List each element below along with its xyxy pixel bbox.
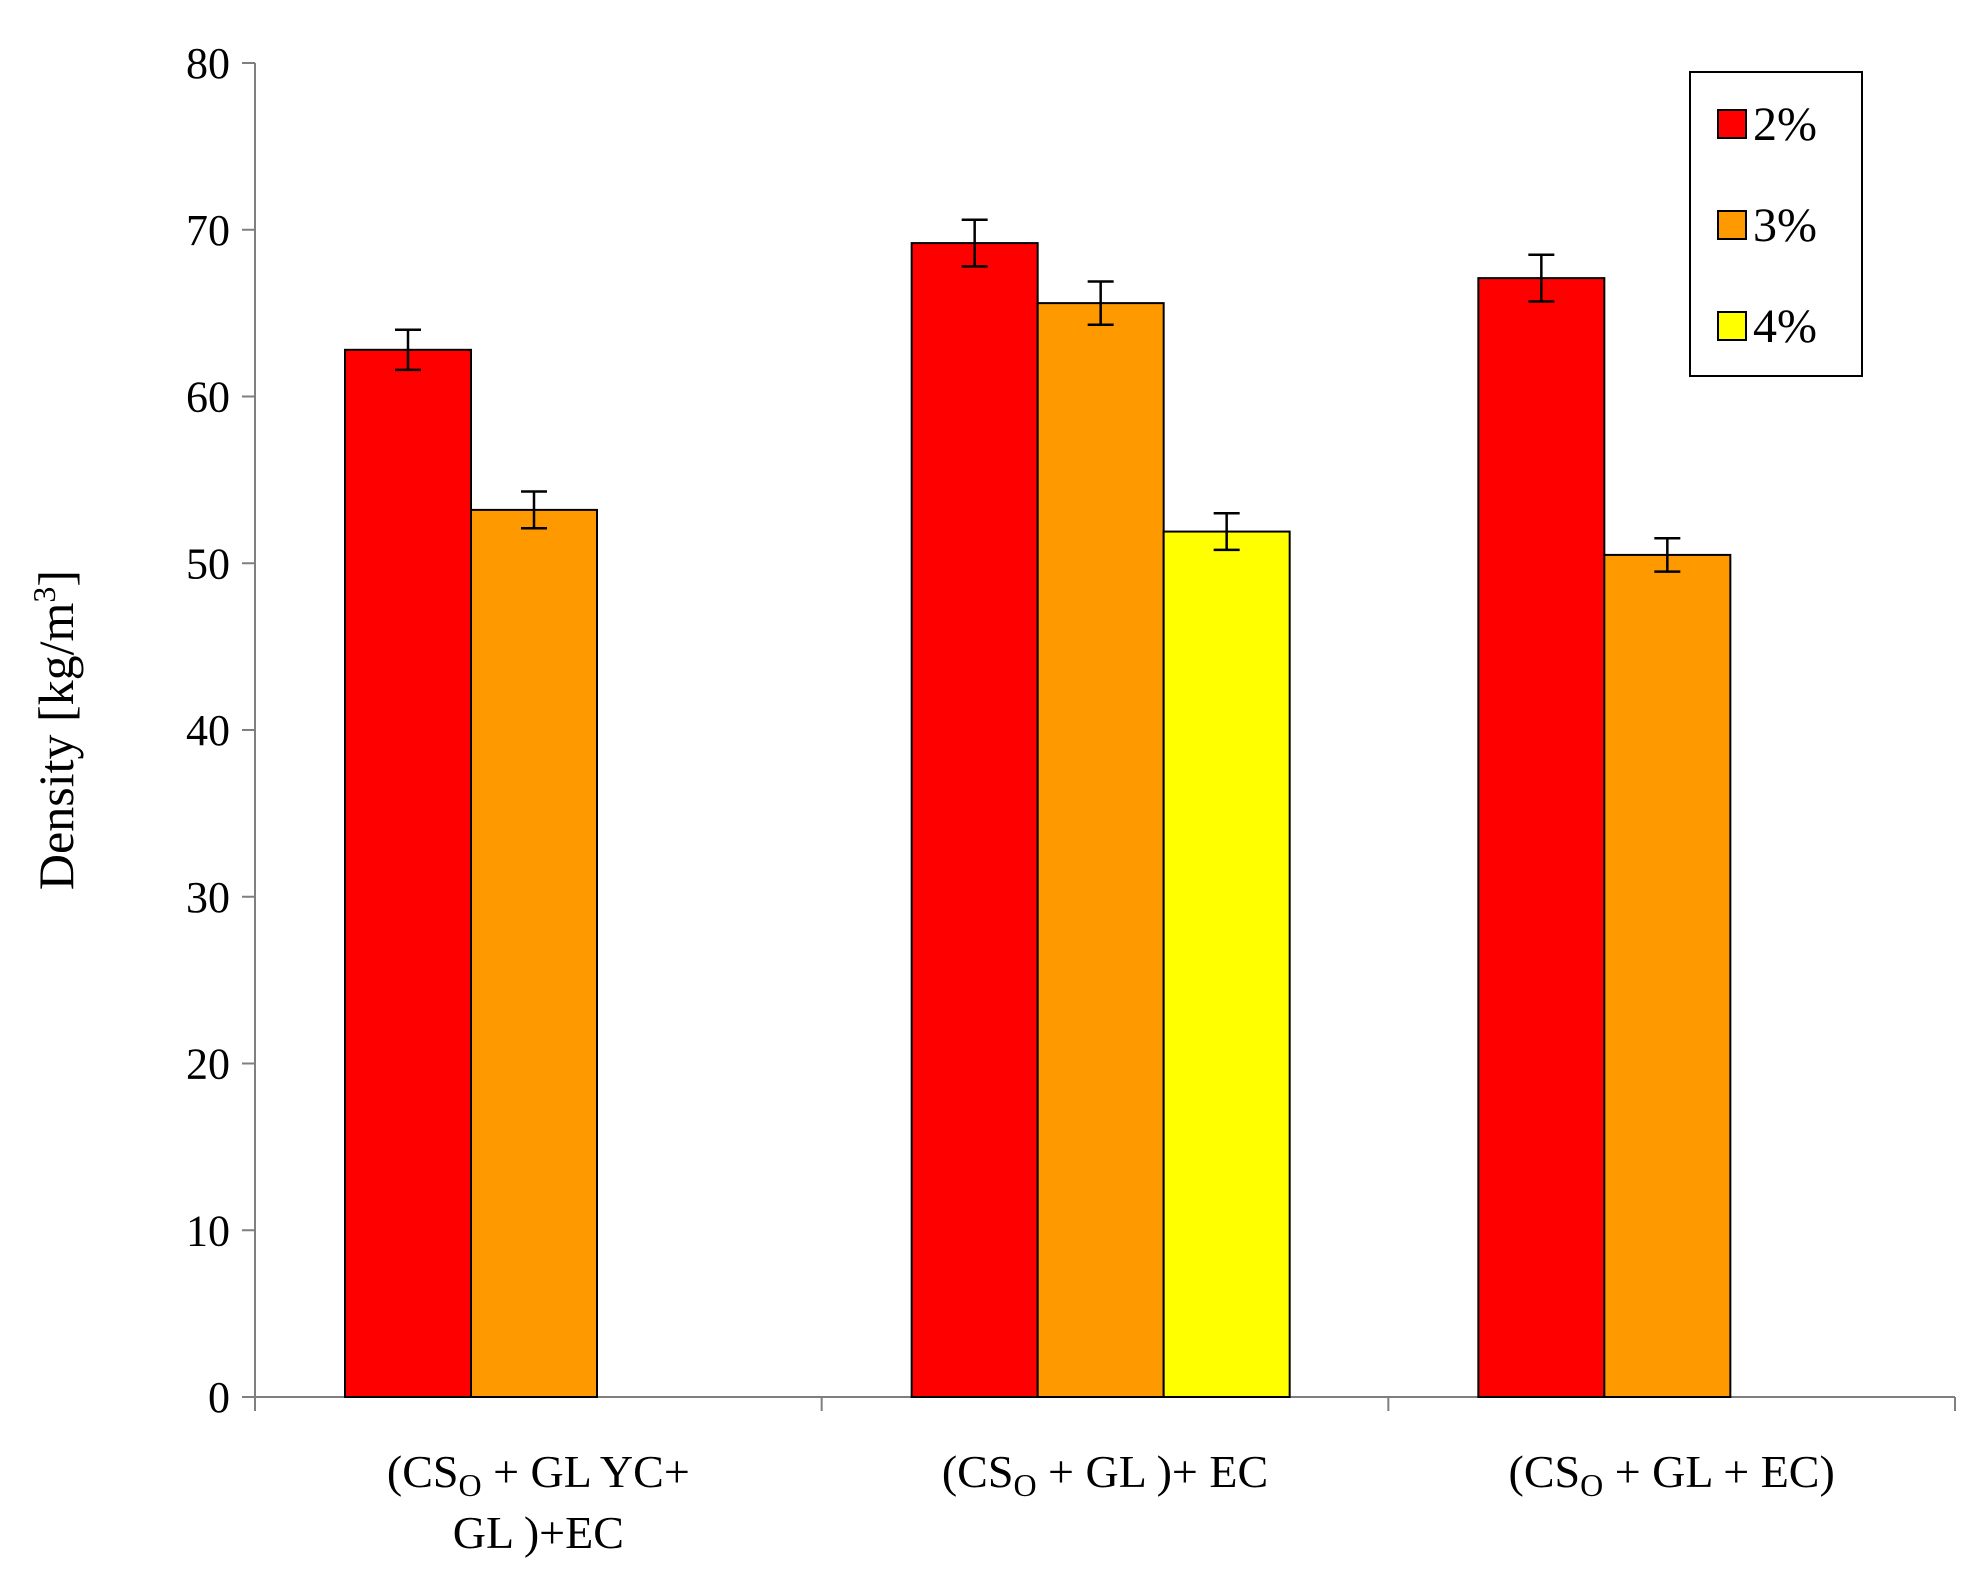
bar-2pct-cat1 <box>344 348 472 1398</box>
bar-3pct-cat3 <box>1603 553 1732 1398</box>
y-tick-label: 60 <box>186 373 230 422</box>
legend-swatch-4pct <box>1717 311 1747 341</box>
y-axis-title-group: Density [kg/m3] <box>26 570 84 890</box>
x-category-label: (CSO + GL )+ EC <box>942 1446 1268 1503</box>
chart-legend: 2% 3% 4% <box>1689 71 1863 377</box>
legend-label-4pct: 4% <box>1753 300 1817 353</box>
x-axis-labels: (CSO + GL YC+GL )+EC(CSO + GL )+ EC (CSO … <box>387 1446 1835 1558</box>
legend-swatch-3pct <box>1717 210 1747 240</box>
legend-label-3pct: 3% <box>1753 199 1817 252</box>
y-axis-ticks: 0 10 20 30 40 50 60 70 80 <box>186 39 255 1422</box>
x-category-label-subscript: O <box>458 1467 481 1503</box>
y-tick-label: 70 <box>186 206 230 255</box>
y-tick-label: 10 <box>186 1206 230 1255</box>
x-category-label: (CSO + GL YC+ <box>387 1446 690 1503</box>
x-category-label-subscript: O <box>1013 1467 1036 1503</box>
y-tick-label: 50 <box>186 539 230 588</box>
y-tick-label: 40 <box>186 706 230 755</box>
y-tick-label: 20 <box>186 1040 230 1089</box>
y-axis-title: Density [kg/m3] <box>26 570 84 890</box>
y-tick-label: 0 <box>208 1373 230 1422</box>
x-category-label-part: + GL YC+ <box>482 1446 690 1497</box>
y-tick-label: 30 <box>186 873 230 922</box>
bar-2pct-cat2 <box>910 242 1039 1399</box>
x-category-label-part: + GL + EC) <box>1603 1446 1835 1497</box>
x-category-label-part: (CS <box>1509 1446 1581 1497</box>
y-axis-title-superscript: 3 <box>26 587 62 603</box>
y-tick-label: 80 <box>186 39 230 88</box>
bar-2pct-cat3 <box>1477 277 1606 1398</box>
legend-swatch-2pct <box>1717 109 1747 139</box>
bar-3pct-cat2 <box>1036 302 1165 1398</box>
x-category-label-part: + GL )+ EC <box>1037 1446 1269 1497</box>
x-category-label: GL )+EC <box>453 1507 624 1558</box>
chart-bars <box>344 242 1732 1399</box>
bar-4pct-cat2 <box>1162 530 1291 1398</box>
x-category-label-part: (CS <box>387 1446 459 1497</box>
error-bars <box>395 218 1681 573</box>
legend-label-2pct: 2% <box>1753 98 1817 151</box>
x-category-label-part: (CS <box>942 1446 1014 1497</box>
y-axis-title-text: Density [kg/m <box>28 602 84 890</box>
x-category-label: (CSO + GL + EC) <box>1509 1446 1835 1503</box>
y-axis-title-text: ] <box>28 570 84 587</box>
x-category-label-part: GL )+EC <box>453 1507 624 1558</box>
bar-3pct-cat1 <box>470 508 598 1398</box>
x-category-label-subscript: O <box>1580 1467 1603 1503</box>
